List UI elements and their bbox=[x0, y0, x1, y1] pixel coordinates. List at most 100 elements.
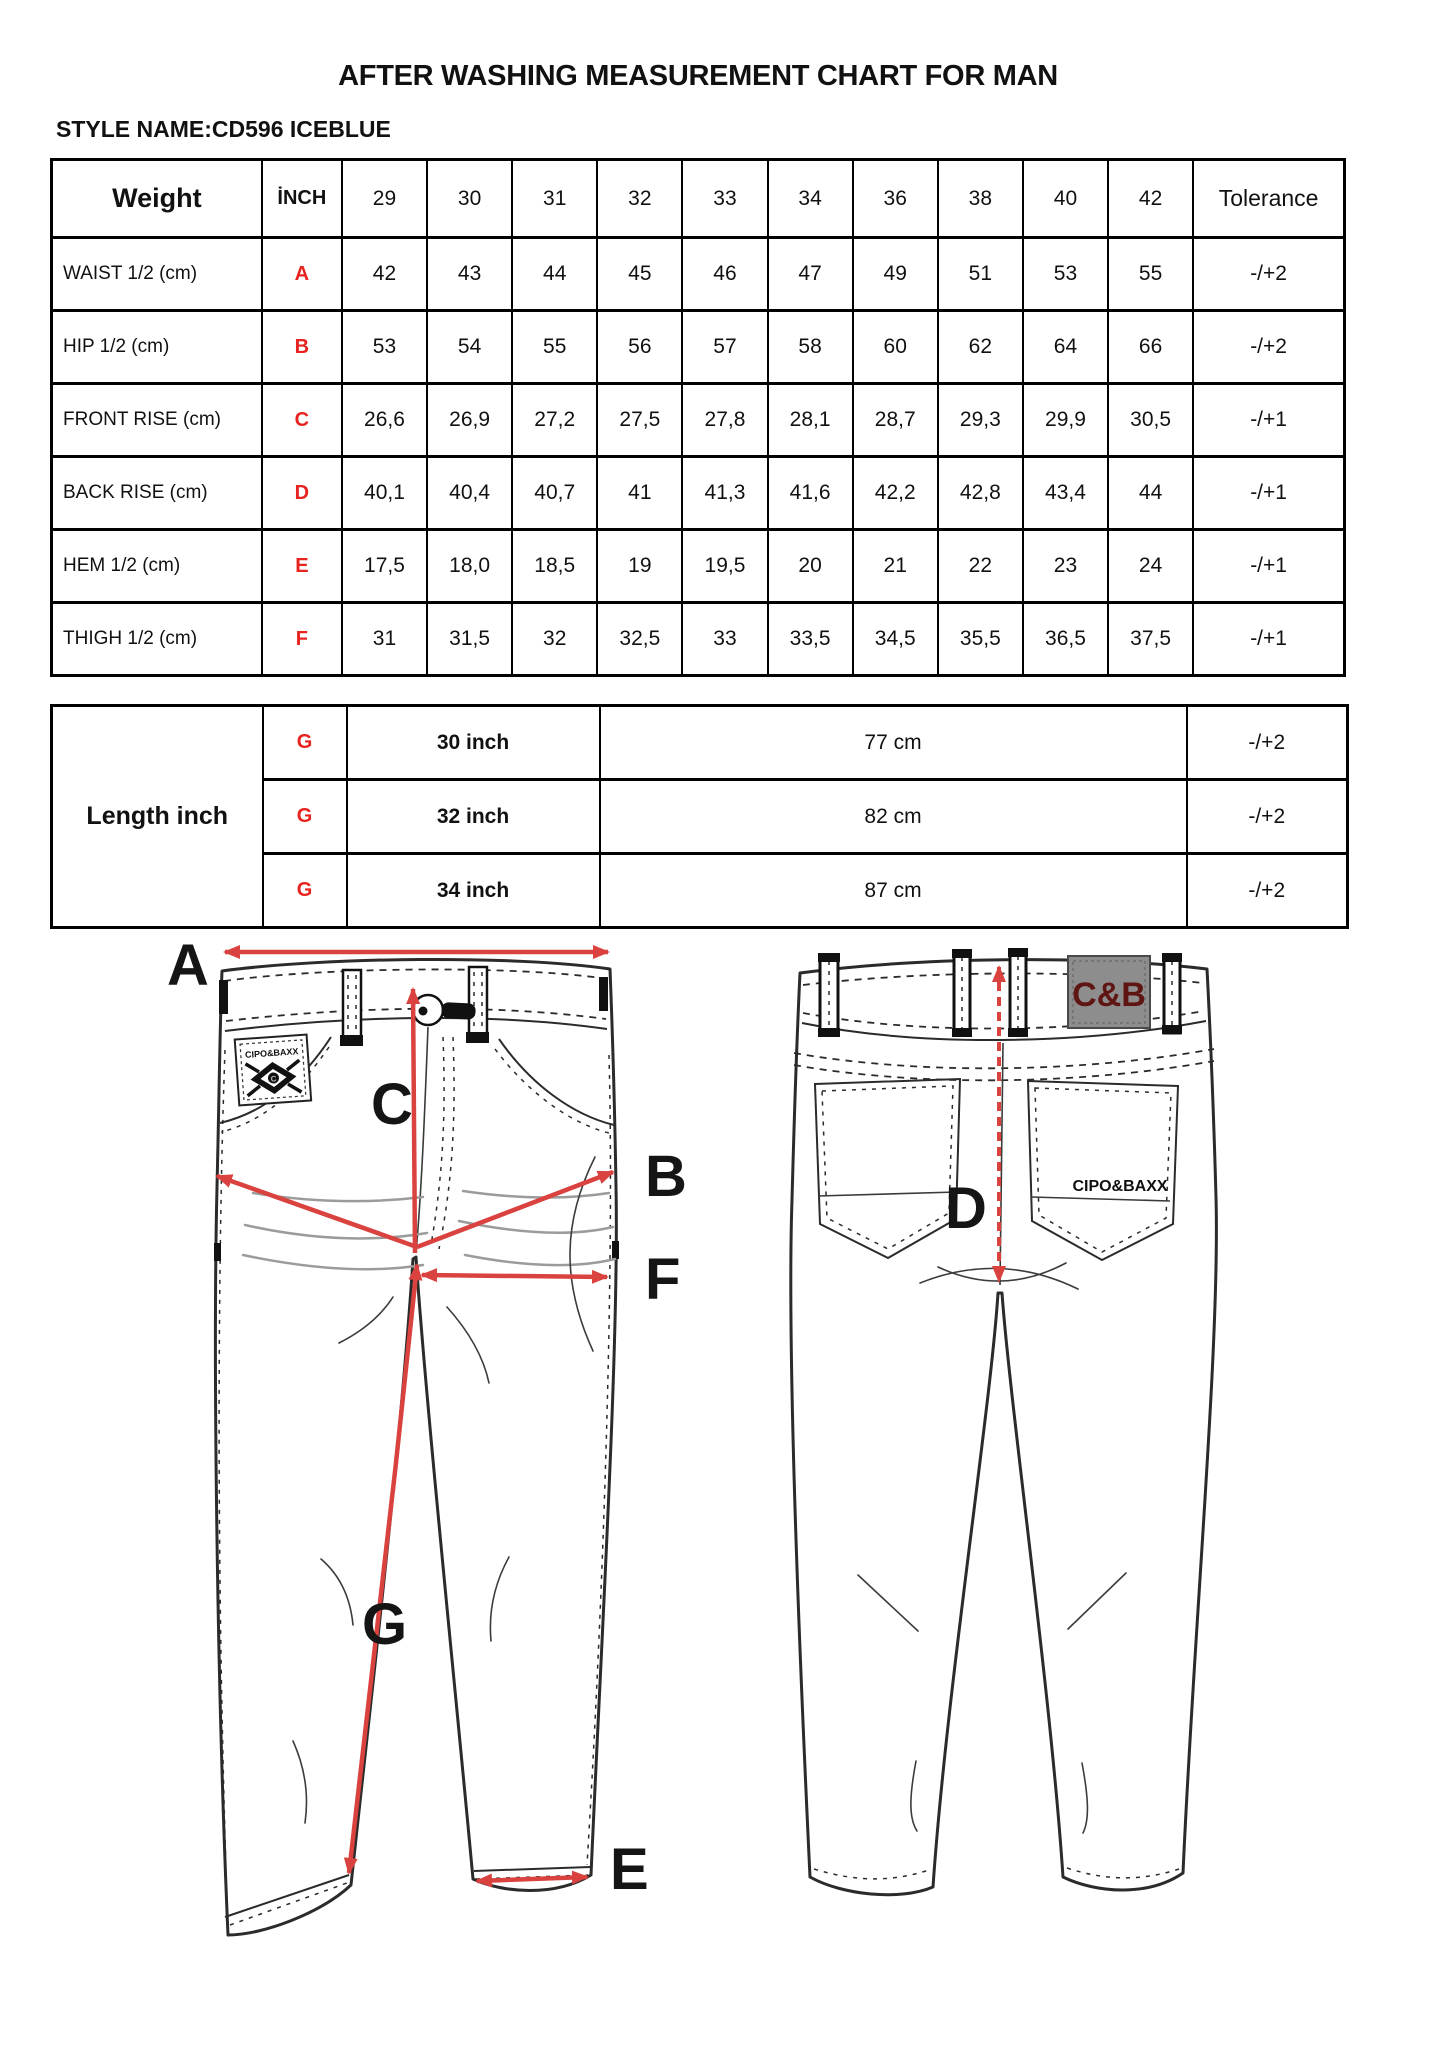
size-table-header-row: Weight İNCH 29 30 31 32 33 34 36 38 40 4… bbox=[50, 158, 1346, 239]
measure-value: 19,5 bbox=[681, 528, 769, 604]
measure-value: 33,5 bbox=[766, 601, 854, 677]
size-table-row-front-rise: FRONT RISE (cm) C 26,6 26,9 27,2 27,5 27… bbox=[50, 382, 1346, 458]
measure-letter: D bbox=[260, 455, 343, 531]
measure-value: 44 bbox=[511, 236, 599, 312]
measure-value: 27,2 bbox=[511, 382, 599, 458]
length-inch: 34 inch bbox=[345, 852, 601, 929]
back-jeans-outline bbox=[789, 958, 1218, 1897]
measure-arrow-E bbox=[475, 1870, 589, 1888]
measure-value: 44 bbox=[1107, 455, 1195, 531]
measure-value: 28,1 bbox=[766, 382, 854, 458]
measure-value: 26,9 bbox=[426, 382, 514, 458]
measure-letter: B bbox=[260, 309, 343, 385]
measure-value: 32 bbox=[511, 601, 599, 677]
measure-letter: F bbox=[260, 601, 343, 677]
measure-letter: A bbox=[260, 236, 343, 312]
measure-value: 35,5 bbox=[936, 601, 1024, 677]
measure-tolerance: -/+2 bbox=[1192, 236, 1346, 312]
size-table-row-waist: WAIST 1/2 (cm) A 42 43 44 45 46 47 49 51… bbox=[50, 236, 1346, 312]
measure-value: 57 bbox=[681, 309, 769, 385]
header-size: 33 bbox=[681, 158, 769, 239]
measure-value: 42,8 bbox=[936, 455, 1024, 531]
measure-value: 53 bbox=[1021, 236, 1110, 312]
measure-value: 47 bbox=[766, 236, 854, 312]
diagram-label-e: E bbox=[610, 1837, 649, 1902]
measure-value: 64 bbox=[1021, 309, 1110, 385]
measure-value: 17,5 bbox=[340, 528, 429, 604]
length-cm: 87 cm bbox=[598, 852, 1188, 929]
size-table-row-hip: HIP 1/2 (cm) B 53 54 55 56 57 58 60 62 6… bbox=[50, 309, 1346, 385]
measure-value: 26,6 bbox=[340, 382, 429, 458]
measure-value: 36,5 bbox=[1021, 601, 1110, 677]
header-tolerance: Tolerance bbox=[1192, 158, 1346, 239]
measure-value: 27,5 bbox=[596, 382, 684, 458]
back-pocket-left bbox=[813, 1077, 962, 1260]
measure-value: 18,5 bbox=[511, 528, 599, 604]
measure-tolerance: -/+1 bbox=[1192, 382, 1346, 458]
header-size: 29 bbox=[340, 158, 429, 239]
header-weight: Weight bbox=[50, 158, 263, 239]
header-size: 40 bbox=[1021, 158, 1110, 239]
length-tolerance: -/+2 bbox=[1185, 852, 1349, 929]
measure-value: 55 bbox=[1107, 236, 1195, 312]
length-tolerance: -/+2 bbox=[1185, 704, 1349, 781]
measure-value: 41 bbox=[596, 455, 684, 531]
measure-value: 49 bbox=[851, 236, 939, 312]
measure-value: 43 bbox=[426, 236, 514, 312]
measure-value: 33 bbox=[681, 601, 769, 677]
length-letter: G bbox=[261, 778, 348, 855]
measure-value: 58 bbox=[766, 309, 854, 385]
measure-tolerance: -/+1 bbox=[1192, 528, 1346, 604]
measure-letter: E bbox=[260, 528, 343, 604]
measure-value: 27,8 bbox=[681, 382, 769, 458]
measure-label: THIGH 1/2 (cm) bbox=[50, 601, 263, 677]
measure-value: 18,0 bbox=[426, 528, 514, 604]
measure-value: 20 bbox=[766, 528, 854, 604]
measure-value: 66 bbox=[1107, 309, 1195, 385]
header-size: 34 bbox=[766, 158, 854, 239]
measure-value: 31,5 bbox=[426, 601, 514, 677]
header-size: 32 bbox=[596, 158, 684, 239]
front-patch-text: CIPO&BAXX bbox=[245, 1046, 299, 1060]
front-button bbox=[411, 993, 476, 1027]
length-inch: 32 inch bbox=[345, 778, 601, 855]
measure-tolerance: -/+1 bbox=[1192, 601, 1346, 677]
measure-value: 41,6 bbox=[766, 455, 854, 531]
back-brand-patch: C&B bbox=[1067, 955, 1151, 1029]
diagram-label-c: C bbox=[371, 1072, 413, 1137]
measure-value: 40,7 bbox=[511, 455, 599, 531]
size-table-row-thigh: THIGH 1/2 (cm) F 31 31,5 32 32,5 33 33,5… bbox=[50, 601, 1346, 677]
length-row: G 32 inch 82 cm -/+2 bbox=[52, 778, 1349, 855]
measure-label: FRONT RISE (cm) bbox=[50, 382, 263, 458]
diagram-label-f: F bbox=[645, 1247, 680, 1312]
style-name: STYLE NAME:CD596 ICEBLUE bbox=[56, 116, 391, 142]
measure-arrow-B bbox=[215, 1169, 615, 1250]
header-inch: İNCH bbox=[260, 158, 343, 239]
measure-value: 53 bbox=[340, 309, 429, 385]
measure-value: 32,5 bbox=[596, 601, 684, 677]
length-cm: 77 cm bbox=[598, 704, 1188, 781]
length-inch: 30 inch bbox=[345, 704, 601, 781]
diagram-label-g: G bbox=[362, 1592, 407, 1657]
measure-value: 51 bbox=[936, 236, 1024, 312]
length-tolerance: -/+2 bbox=[1185, 778, 1349, 855]
length-cm: 82 cm bbox=[598, 778, 1188, 855]
measure-value: 42,2 bbox=[851, 455, 939, 531]
header-size: 36 bbox=[851, 158, 939, 239]
length-label: Length inch bbox=[50, 704, 264, 929]
diagram-label-a: A bbox=[167, 933, 209, 998]
measure-tolerance: -/+1 bbox=[1192, 455, 1346, 531]
measure-value: 42 bbox=[340, 236, 429, 312]
back-pocket-right: CIPO&BAXX bbox=[1026, 1079, 1180, 1262]
measure-value: 34,5 bbox=[851, 601, 939, 677]
measure-value: 62 bbox=[936, 309, 1024, 385]
jeans-front-diagram: CIPO&BAXX C bbox=[167, 933, 687, 1937]
measure-value: 29,9 bbox=[1021, 382, 1110, 458]
measure-value: 37,5 bbox=[1107, 601, 1195, 677]
measure-letter: C bbox=[260, 382, 343, 458]
front-patch-letter: C bbox=[270, 1074, 277, 1083]
front-brand-patch: CIPO&BAXX C bbox=[233, 1033, 313, 1107]
measure-value: 43,4 bbox=[1021, 455, 1110, 531]
back-patch-text: C&B bbox=[1072, 976, 1146, 1014]
measure-arrow-G bbox=[343, 1263, 423, 1875]
